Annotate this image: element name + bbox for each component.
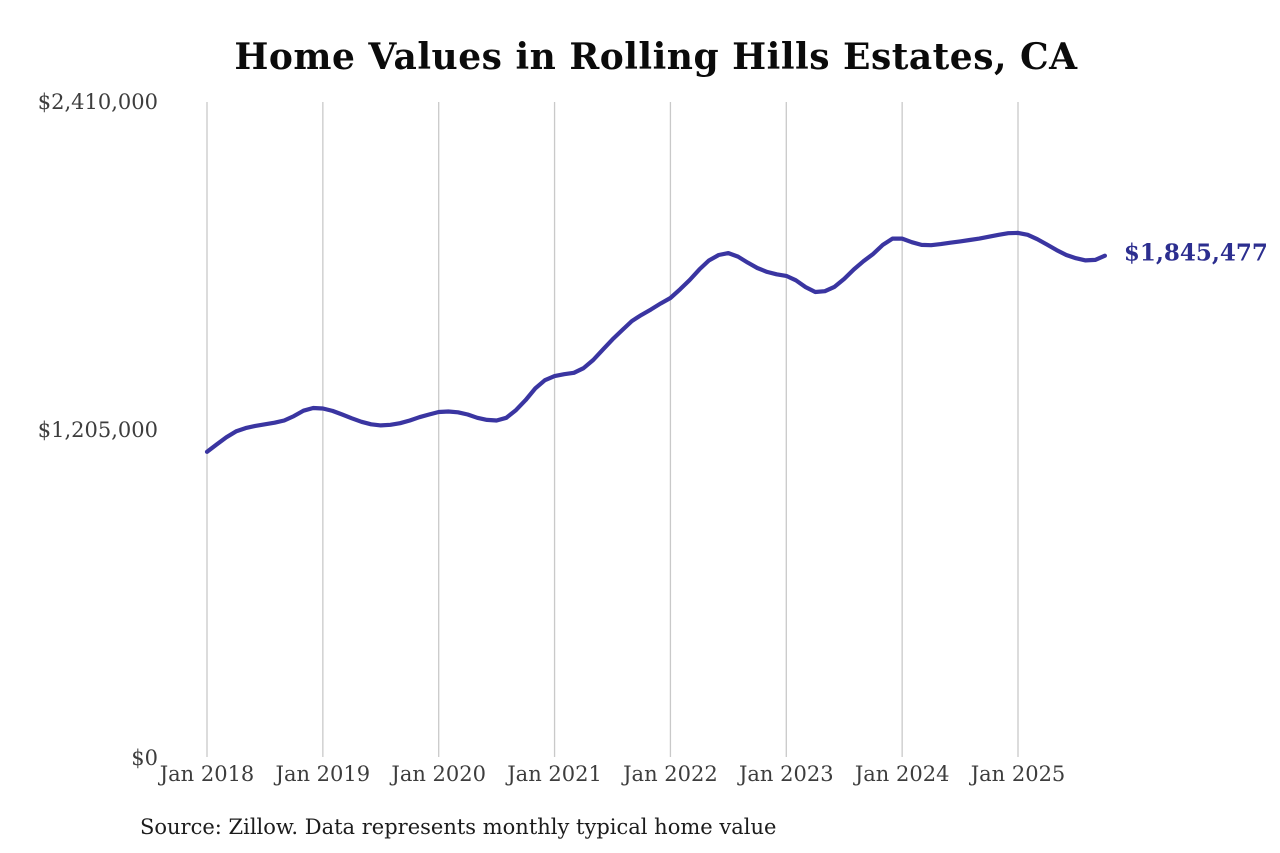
latest-value-label: $1,845,477	[1123, 239, 1268, 267]
x-tick-jan-2023: Jan 2023	[738, 762, 834, 786]
home-value-line	[204, 230, 1108, 454]
x-tick-jan-2021: Jan 2021	[507, 762, 602, 786]
chart-title: Home Values in Rolling Hills Estates, CA	[234, 36, 1078, 78]
x-tick-jan-2025: Jan 2025	[970, 762, 1066, 786]
y-tick-0: $0	[131, 746, 158, 770]
y-tick-1205000: $1,205,000	[37, 418, 158, 442]
x-tick-jan-2024: Jan 2024	[854, 762, 950, 786]
x-tick-jan-2022: Jan 2022	[623, 762, 718, 786]
x-tick-jan-2018: Jan 2018	[159, 762, 255, 786]
x-tick-jan-2019: Jan 2019	[275, 762, 371, 786]
source-note: Source: Zillow. Data represents monthly …	[140, 815, 777, 839]
y-tick-2410000: $2,410,000	[37, 90, 158, 114]
x-tick-jan-2020: Jan 2020	[391, 762, 486, 786]
